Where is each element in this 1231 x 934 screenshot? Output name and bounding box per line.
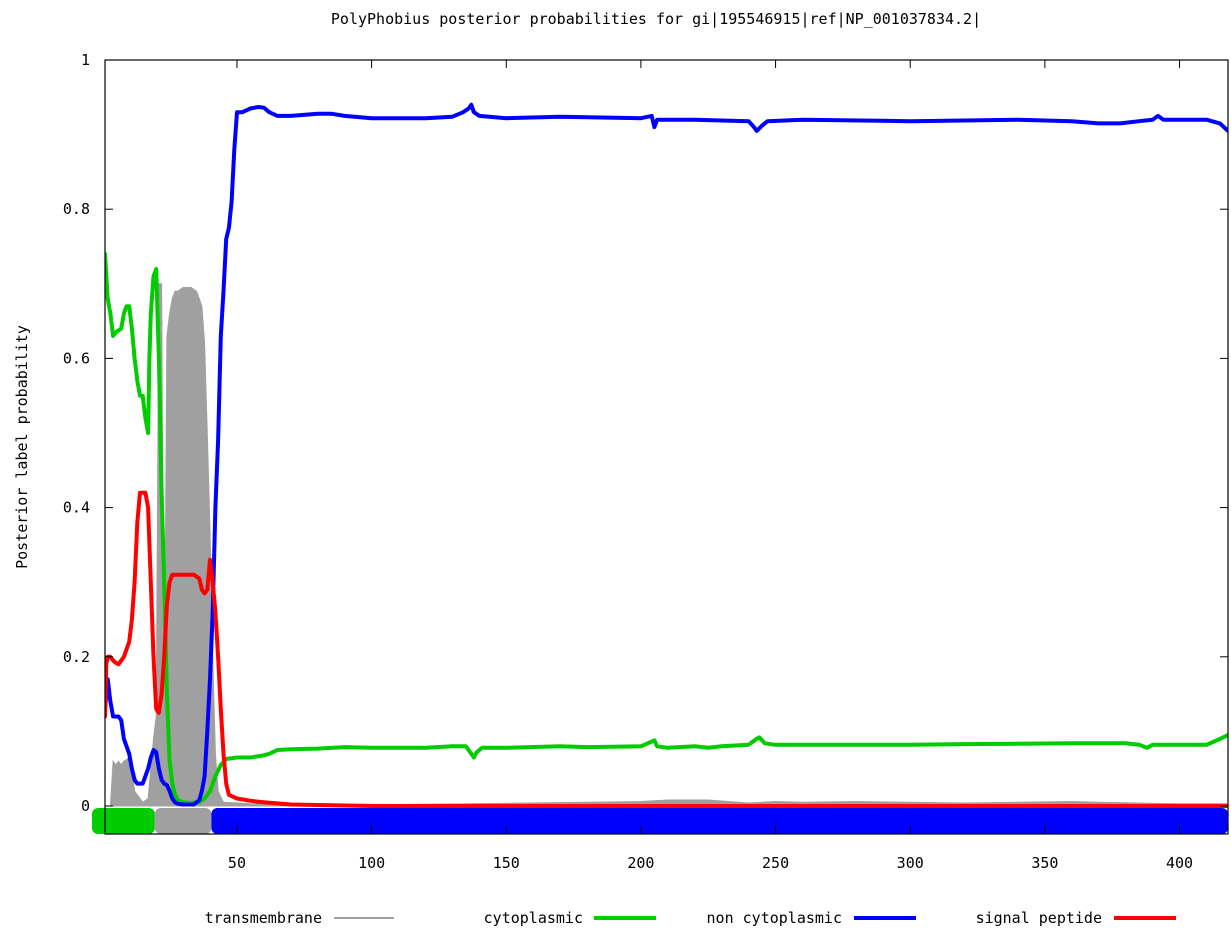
x-tick-label: 200 — [627, 854, 654, 872]
chart-title: PolyPhobius posterior probabilities for … — [331, 10, 981, 28]
x-tick-label: 50 — [228, 854, 246, 872]
annotation-segment-cytoplasmic — [92, 808, 155, 834]
plot-frame — [104, 59, 1229, 835]
y-tick-label: 1 — [81, 51, 90, 69]
y-axis-label: Posterior label probability — [13, 325, 31, 569]
series-line-cytoplasmic — [105, 252, 1228, 805]
x-tick-label: 100 — [358, 854, 385, 872]
legend-label-cytoplasmic: cytoplasmic — [484, 909, 583, 927]
legend-label-non-cytoplasmic: non cytoplasmic — [707, 909, 842, 927]
tick-labels: 50 100 150 200 250 300 350 400 0 0.2 0.4 0.6 0.8 1 — [63, 51, 1193, 872]
x-tick-label: 400 — [1166, 854, 1193, 872]
series-line-signal-peptide — [105, 490, 1228, 808]
plot-area — [92, 102, 1228, 834]
annotation-segment-non-cytoplasmic — [211, 808, 1228, 834]
y-tick-label: 0.8 — [63, 200, 90, 218]
x-tick-label: 250 — [762, 854, 789, 872]
y-tick-label: 0.4 — [63, 499, 90, 517]
x-tick-label: 300 — [897, 854, 924, 872]
series-area-transmembrane — [105, 283, 1228, 807]
x-tick-label: 150 — [493, 854, 520, 872]
y-tick-label: 0.2 — [63, 648, 90, 666]
axis-ticks — [105, 59, 1228, 834]
legend-label-signal-peptide: signal peptide — [976, 909, 1102, 927]
x-tick-label: 350 — [1031, 854, 1058, 872]
legend-label-transmembrane: transmembrane — [205, 909, 322, 927]
y-tick-label: 0 — [81, 797, 90, 815]
series-line-non-cytoplasmic — [105, 102, 1228, 807]
annotation-segment-transmembrane — [154, 808, 212, 834]
y-tick-label: 0.6 — [63, 349, 90, 367]
legend: transmembrane cytoplasmic non cytoplasmic s… — [205, 909, 1176, 927]
